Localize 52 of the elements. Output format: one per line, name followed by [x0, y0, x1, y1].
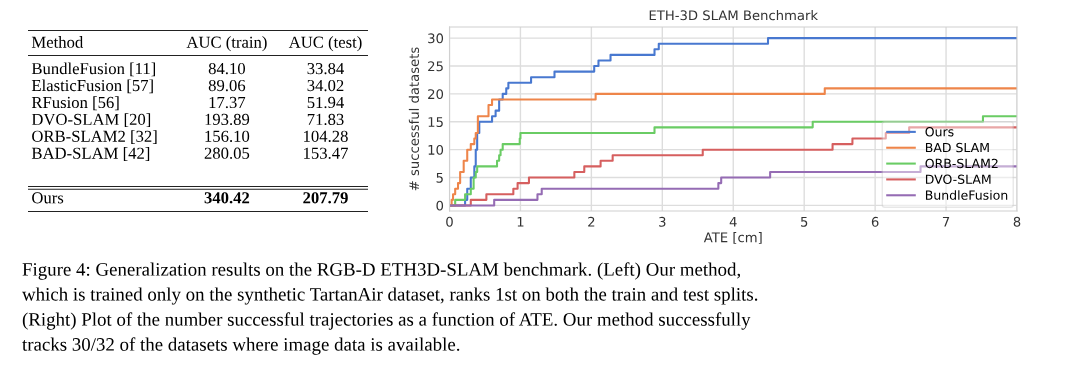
data-label: 34.02 [307, 79, 344, 92]
text: tracks 30/32 of the datasets where image data is available. [22, 337, 460, 355]
y-tick-label: 30 [428, 33, 444, 44]
category-label: BundleFusion [11] [31, 62, 155, 77]
data-label: 89.06 [208, 79, 246, 92]
category-label: ORB-SLAM2 [32] [32, 130, 157, 144]
y-tick-label: 5 [436, 172, 443, 183]
y-tick-label: 20 [428, 89, 444, 100]
y-tick-label: 15 [428, 117, 443, 127]
category-label: DVO-SLAM [20] [31, 113, 151, 128]
data-label: 340.42 [204, 192, 250, 204]
data-label: 17.37 [209, 96, 246, 109]
y-axis-title: # successful datasets [408, 47, 420, 191]
x-tick-label: 3 [659, 216, 666, 227]
text: Method [31, 36, 84, 48]
data-label: 71.83 [307, 113, 344, 126]
data-label: 193.89 [205, 113, 250, 126]
legend-label: BundleFusion [925, 190, 1008, 200]
y-tick-label: 25 [428, 61, 443, 72]
data-label: 51.94 [307, 96, 344, 109]
x-tick-label: 1 [517, 216, 524, 227]
data-label: 153.47 [304, 147, 348, 159]
data-label: 33.84 [307, 62, 344, 75]
text: AUC (test) [288, 36, 362, 52]
data-label: 104.28 [304, 130, 348, 142]
x-tick-label: 0 [446, 216, 453, 227]
x-tick-label: 7 [942, 216, 950, 227]
x-tick-label: 6 [871, 216, 879, 227]
caption: Figure 4: Generalization results on the RGB-D ETH3D-SLAM benchmark. (Left) Our method, [22, 262, 740, 280]
text: AUC (train) [186, 36, 267, 52]
data-label: 280.05 [204, 147, 250, 159]
legend-label: BAD SLAM [925, 142, 989, 153]
category-label: BAD-SLAM [42] [31, 147, 150, 161]
x-tick-label: 2 [588, 216, 595, 227]
y-tick-label: 10 [428, 144, 444, 155]
data-label: 84.10 [208, 62, 246, 75]
legend-label: ORB-SLAM2 [925, 158, 998, 169]
category-label: RFusion [56] [31, 96, 119, 111]
data-label: 156.10 [205, 130, 250, 142]
x-tick-label: 4 [729, 216, 737, 227]
legend-label: DVO-SLAM [925, 174, 991, 184]
category-label: Ours [32, 192, 64, 204]
legend-label: Ours [925, 126, 954, 137]
x-tick-label: 5 [801, 216, 808, 227]
text: which is trained only on the synthetic TartanAir dataset, ranks 1st on both the train and test splits. [22, 287, 758, 305]
y-tick-label: 0 [436, 200, 444, 211]
category-label: ElasticFusion [57] [31, 79, 153, 94]
x-tick-label: 8 [1013, 216, 1021, 227]
text: (Right) Plot of the number successful trajectories as a function of ATE. Our method successfully [22, 312, 751, 330]
chart-title: ETH-3D SLAM Benchmark [649, 10, 819, 21]
x-axis-title: ATE [cm] [703, 232, 762, 244]
data-label: 207.79 [303, 192, 348, 204]
